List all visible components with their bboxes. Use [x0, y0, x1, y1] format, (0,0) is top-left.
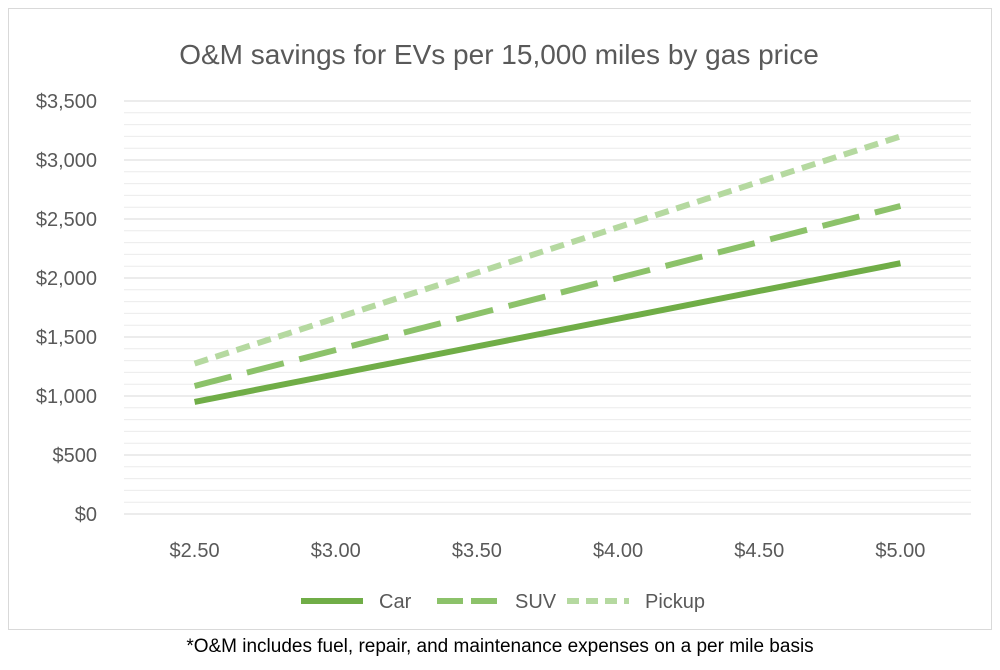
- x-tick-label: $2.50: [170, 540, 220, 562]
- chart-title: O&M savings for EVs per 15,000 miles by …: [179, 39, 819, 70]
- series-lines: [193, 133, 902, 405]
- legend: Car SUV Pickup: [301, 591, 705, 613]
- y-tick-label: $500: [53, 445, 98, 467]
- y-tick-label: $3,000: [36, 150, 97, 172]
- x-tick-label: $5.00: [875, 540, 925, 562]
- y-tick-label: $2,000: [36, 268, 97, 290]
- y-tick-label: $1,500: [36, 327, 97, 349]
- series-line-car: [194, 260, 901, 405]
- legend-label-pickup: Pickup: [645, 591, 705, 613]
- x-tick-label: $4.00: [593, 540, 643, 562]
- series-line-pickup: [193, 133, 902, 367]
- footnote: *O&M includes fuel, repair, and maintena…: [186, 636, 814, 657]
- gridlines: [124, 100, 971, 515]
- y-tick-label: $3,500: [36, 91, 97, 113]
- legend-label-suv: SUV: [515, 591, 557, 613]
- y-tick-label: $0: [75, 504, 97, 526]
- y-axis-ticks: $0 $500 $1,000 $1,500 $2,000 $2,500 $3,000 $3,5…: [36, 91, 97, 526]
- x-tick-label: $4.50: [734, 540, 784, 562]
- chart-frame: O&M savings for EVs per 15,000 miles by …: [8, 8, 992, 630]
- x-tick-label: $3.00: [311, 540, 361, 562]
- y-tick-label: $1,000: [36, 386, 97, 408]
- line-chart: O&M savings for EVs per 15,000 miles by …: [36, 39, 971, 613]
- legend-label-car: Car: [379, 591, 412, 613]
- series-line-suv: [193, 203, 902, 389]
- x-tick-label: $3.50: [452, 540, 502, 562]
- x-axis-ticks: $2.50 $3.00 $3.50 $4.00 $4.50 $5.00: [170, 540, 926, 562]
- y-tick-label: $2,500: [36, 209, 97, 231]
